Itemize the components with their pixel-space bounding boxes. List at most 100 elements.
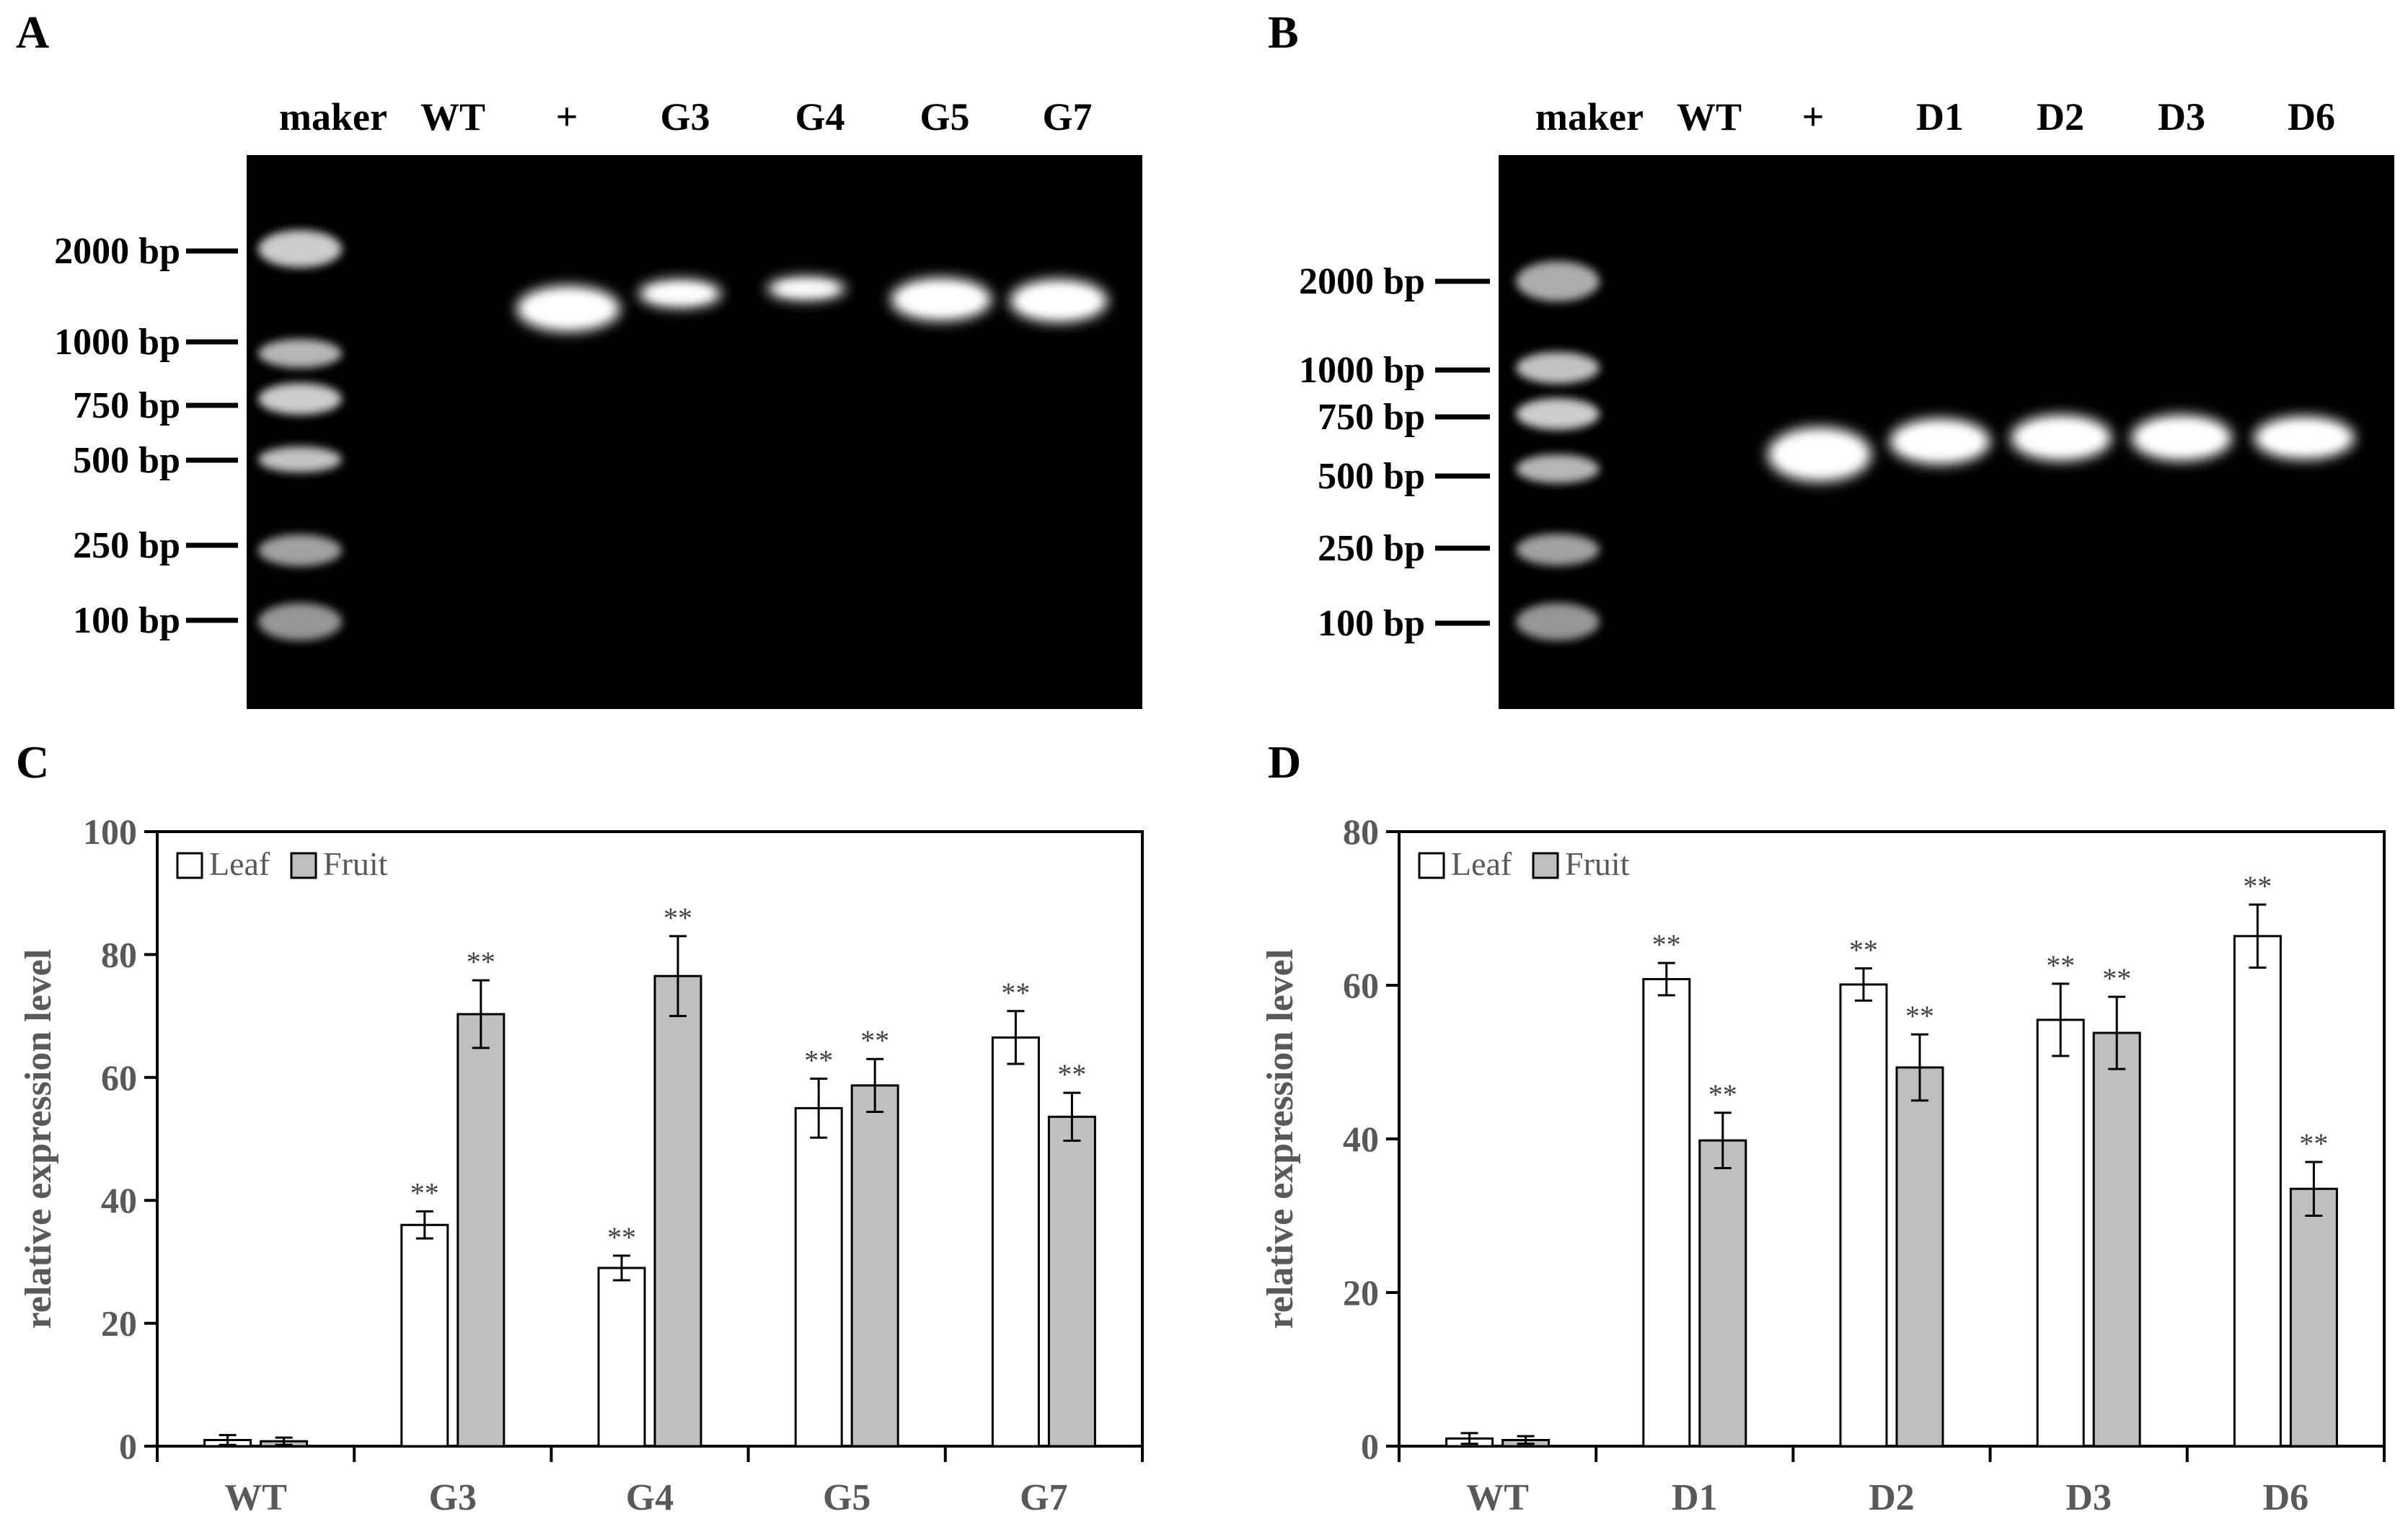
significance-label: ** xyxy=(804,1044,833,1077)
sample-band-core xyxy=(1022,289,1095,313)
bar xyxy=(457,1013,506,1448)
ladder-band xyxy=(1516,454,1600,483)
marker-label: 1000 bp xyxy=(1299,350,1425,391)
ladder-band xyxy=(258,603,342,640)
y-tick-label: 60 xyxy=(1343,965,1379,1005)
ladder-band xyxy=(1516,352,1600,384)
panel-letter-c: C xyxy=(16,736,50,788)
lane-label: WT xyxy=(420,95,485,138)
y-axis-label: relative expression level xyxy=(18,949,59,1329)
lane-label: + xyxy=(1802,95,1825,138)
bar xyxy=(1047,1115,1096,1448)
bar xyxy=(1642,977,1691,1448)
x-tick-label: G5 xyxy=(823,1477,870,1518)
marker-label: 500 bp xyxy=(1318,456,1425,497)
y-tick-label: 80 xyxy=(1343,811,1379,852)
x-tick-label: D1 xyxy=(1672,1477,1718,1518)
bar xyxy=(2233,935,2282,1448)
ladder-band xyxy=(258,534,342,566)
chart-d: 0 20 40 60 80 relative expression level WT D1 **… xyxy=(1260,811,2386,1518)
sample-band-core xyxy=(776,281,837,296)
bar xyxy=(2092,1031,2141,1448)
significance-label: ** xyxy=(1905,1000,1934,1032)
legend-swatch xyxy=(290,852,317,879)
y-tick-label: 40 xyxy=(1343,1119,1379,1159)
significance-label: ** xyxy=(1708,1078,1737,1111)
ladder-band xyxy=(258,230,342,268)
significance-label: ** xyxy=(2243,870,2272,902)
sample-band-core xyxy=(1902,428,1978,454)
y-tick-label: 40 xyxy=(101,1180,137,1220)
sample-band-core xyxy=(648,286,712,301)
legend-label: Fruit xyxy=(323,845,388,882)
sample-band-core xyxy=(529,296,607,322)
significance-label: ** xyxy=(607,1221,636,1254)
significance-label: ** xyxy=(467,946,495,978)
bar xyxy=(991,1036,1040,1448)
ladder-band xyxy=(1516,261,1600,301)
ladder-band xyxy=(1516,603,1600,640)
lane-label: D6 xyxy=(2288,95,2335,138)
bar xyxy=(400,1223,449,1448)
lane-label: G5 xyxy=(919,95,969,138)
lane-label: + xyxy=(556,95,578,138)
significance-label: ** xyxy=(1849,934,1878,967)
lane-label: WT xyxy=(1677,95,1742,138)
lane-label: maker xyxy=(279,95,387,138)
significance-label: ** xyxy=(1057,1058,1086,1091)
gel-image-b: maker WT + D1 D2 D3 D6 2000 bp 1000 bp 750 bp 500… xyxy=(1299,95,2394,709)
gel-image-a: maker WT + G3 G4 G5 G7 2000 bp 1000 bp 750 bp 500… xyxy=(54,95,1142,709)
bar xyxy=(2036,1018,2085,1448)
y-tick-label: 20 xyxy=(101,1303,137,1344)
lane-label: G7 xyxy=(1042,95,1092,138)
significance-label: ** xyxy=(410,1177,439,1210)
gel-background-a xyxy=(247,155,1142,709)
lane-label: D2 xyxy=(2037,95,2084,138)
ladder-band xyxy=(258,383,342,415)
chart-c: 0 20 40 60 80 100 relative expression level WT G… xyxy=(18,811,1144,1518)
ladder-band xyxy=(1516,398,1600,430)
x-tick-label: G4 xyxy=(626,1477,674,1518)
legend-label: Fruit xyxy=(1565,845,1630,882)
significance-label: ** xyxy=(2299,1127,2328,1160)
y-tick-label: 80 xyxy=(101,934,137,974)
legend-label: Leaf xyxy=(209,845,270,882)
marker-label: 2000 bp xyxy=(54,231,180,272)
y-tick-label: 60 xyxy=(101,1057,137,1098)
lane-label: D3 xyxy=(2158,95,2205,138)
sample-band-core xyxy=(2143,425,2220,451)
bar xyxy=(2289,1187,2338,1448)
marker-label: 750 bp xyxy=(1318,397,1425,438)
bar xyxy=(850,1084,899,1448)
y-tick-label: 0 xyxy=(1361,1426,1379,1466)
significance-label: ** xyxy=(1652,928,1681,961)
significance-label: ** xyxy=(663,902,692,934)
y-tick-label: 0 xyxy=(119,1426,137,1466)
marker-label: 250 bp xyxy=(1318,528,1425,569)
ladder-band xyxy=(258,446,342,472)
x-tick-label: D2 xyxy=(1869,1477,1915,1518)
legend-label: Leaf xyxy=(1451,845,1512,882)
sample-band-core xyxy=(1781,439,1858,470)
plot-frame xyxy=(156,830,1144,1448)
bar xyxy=(1839,983,1888,1448)
significance-label: ** xyxy=(2046,949,2075,982)
significance-label: ** xyxy=(860,1024,889,1057)
marker-label: 1000 bp xyxy=(54,322,180,363)
x-tick-label: WT xyxy=(224,1477,287,1518)
bar xyxy=(1895,1066,1944,1448)
legend-swatch xyxy=(176,852,203,879)
panel-letter-d: D xyxy=(1268,736,1302,788)
sample-band-core xyxy=(2266,426,2342,450)
y-tick-label: 100 xyxy=(83,811,137,852)
panel-letter-a: A xyxy=(16,6,50,58)
marker-label: 750 bp xyxy=(73,385,180,426)
panel-letter-b: B xyxy=(1268,6,1299,58)
y-axis-label: relative expression level xyxy=(1260,949,1301,1329)
marker-label: 2000 bp xyxy=(1299,261,1425,302)
lane-label: G3 xyxy=(660,95,710,138)
significance-label: ** xyxy=(2102,962,2131,995)
lane-label: maker xyxy=(1535,95,1644,138)
bar xyxy=(653,974,702,1448)
significance-label: ** xyxy=(1001,977,1030,1009)
